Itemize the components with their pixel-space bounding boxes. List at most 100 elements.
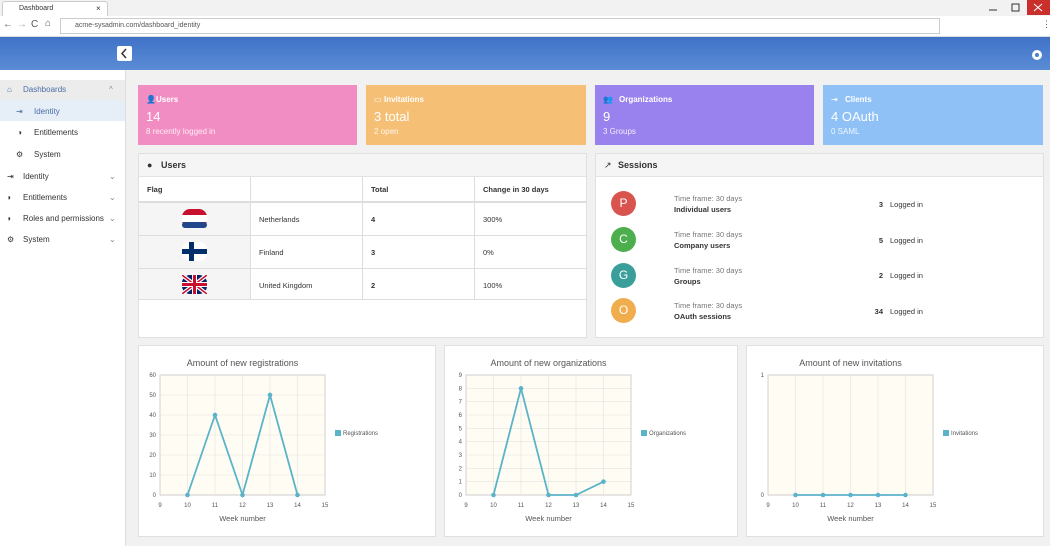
chevron: ⌄ bbox=[109, 193, 116, 202]
legend-swatch bbox=[641, 430, 647, 436]
country: Netherlands bbox=[259, 215, 300, 224]
sessions-panel: ↗ Sessions P Time frame: 30 days Individu… bbox=[595, 153, 1044, 338]
session-label: Individual users bbox=[674, 205, 732, 214]
x-tick-label: 11 bbox=[212, 503, 219, 509]
nav-item[interactable]: Roles and permissions bbox=[23, 214, 104, 223]
settings-icon[interactable] bbox=[1030, 48, 1044, 62]
stat-card[interactable]: ⇥ Clients 4 OAuth 0 SAML bbox=[823, 85, 1043, 145]
chart-title: Amount of new organizations bbox=[490, 358, 607, 368]
nav-icon: ⇥ bbox=[16, 107, 23, 116]
y-tick-label: 5 bbox=[459, 426, 463, 432]
chart-title: Amount of new invitations bbox=[799, 358, 902, 368]
card-value: 14 bbox=[146, 109, 161, 124]
card-icon: ▭ bbox=[374, 95, 382, 104]
back-icon: ← bbox=[3, 19, 13, 30]
column-divider bbox=[250, 177, 251, 299]
x-axis-label: Week number bbox=[525, 514, 572, 523]
flag-netherlands bbox=[182, 209, 207, 228]
column-divider bbox=[474, 177, 475, 299]
chart: Amount of new invitations 0 1 9 10 11 12 13 14 15… bbox=[761, 358, 978, 523]
y-tick-label: 60 bbox=[149, 373, 156, 379]
browser-tab[interactable]: Dashboard × bbox=[2, 1, 108, 17]
card-value: 9 bbox=[603, 109, 611, 124]
session-label: Groups bbox=[674, 277, 701, 286]
session-status: Logged in bbox=[890, 271, 923, 280]
sidebar-toggle[interactable] bbox=[117, 46, 132, 61]
row-divider bbox=[139, 299, 586, 300]
chart-panel: Amount of new invitations 0 1 9 10 11 12 13 14 15… bbox=[746, 345, 1044, 537]
x-tick-label: 15 bbox=[930, 503, 937, 509]
x-axis-label: Week number bbox=[219, 514, 266, 523]
graphic bbox=[182, 283, 207, 286]
chevron: ⌄ bbox=[109, 172, 116, 181]
graphic bbox=[120, 48, 127, 59]
stat-card[interactable]: ▭ Invitations 3 total 2 open bbox=[366, 85, 586, 145]
session-timeframe: Time frame: 30 days bbox=[674, 194, 743, 203]
country: Finland bbox=[259, 248, 284, 257]
nav-icon: ⚙ bbox=[7, 235, 15, 244]
y-tick-label: 8 bbox=[459, 386, 463, 392]
nav-item[interactable]: System bbox=[34, 150, 61, 159]
graphic bbox=[182, 222, 207, 228]
url-field[interactable]: acme-sysadmin.com/dashboard_identity bbox=[60, 18, 940, 34]
nav-item[interactable]: Identity bbox=[34, 107, 60, 116]
chevron: ⌄ bbox=[109, 235, 116, 244]
data-point bbox=[546, 492, 551, 498]
x-tick-label: 9 bbox=[766, 503, 770, 509]
x-tick-label: 12 bbox=[847, 503, 854, 509]
x-tick-label: 9 bbox=[158, 503, 162, 509]
country: United Kingdom bbox=[259, 281, 313, 290]
forward-icon: → bbox=[17, 19, 27, 30]
x-tick-label: 14 bbox=[902, 503, 909, 509]
nav-item[interactable]: System bbox=[23, 235, 50, 244]
tab-title: Dashboard bbox=[19, 5, 54, 12]
stat-card[interactable]: 👤 Users 14 8 recently logged in bbox=[138, 85, 357, 145]
card-icon: ⇥ bbox=[831, 95, 838, 104]
stat-card[interactable]: 👥 Organizations 9 3 Groups bbox=[595, 85, 814, 145]
y-tick-label: 6 bbox=[459, 413, 463, 419]
graphic bbox=[182, 249, 207, 254]
y-tick-label: 10 bbox=[149, 473, 156, 479]
nav-item[interactable]: Identity bbox=[23, 172, 49, 181]
y-tick-label: 7 bbox=[459, 400, 463, 406]
nav-icon: ⇥ bbox=[7, 172, 14, 181]
nav-item[interactable]: Entitlements bbox=[34, 128, 79, 137]
x-tick-label: 13 bbox=[875, 503, 882, 509]
session-timeframe: Time frame: 30 days bbox=[674, 301, 743, 310]
session-avatar: C bbox=[611, 227, 636, 252]
card-title: Clients bbox=[845, 95, 872, 104]
card-subtitle: 2 open bbox=[374, 127, 399, 136]
nav-item[interactable]: Dashboards bbox=[23, 85, 67, 94]
x-tick-label: 11 bbox=[518, 503, 525, 509]
sidebar: ⌂ Dashboards ^ ⇥ Identity ◗ Entitlements… bbox=[0, 70, 126, 546]
session-count: 2 bbox=[878, 271, 883, 280]
window-controls bbox=[989, 0, 1050, 15]
graphic bbox=[189, 242, 194, 261]
session-avatar: P bbox=[611, 191, 636, 216]
x-tick-label: 12 bbox=[239, 503, 246, 509]
y-tick-label: 20 bbox=[149, 453, 156, 459]
address-bar: ← → C ⌂ acme-sysadmin.com/dashboard_iden… bbox=[0, 16, 1050, 37]
data-point bbox=[518, 386, 524, 391]
nav-icon: ⌂ bbox=[7, 85, 12, 94]
data-point bbox=[212, 412, 218, 418]
x-tick-label: 11 bbox=[820, 503, 827, 509]
y-tick-label: 0 bbox=[761, 493, 765, 499]
card-subtitle: 8 recently logged in bbox=[146, 127, 216, 136]
panel-icon: ↗ bbox=[604, 160, 612, 170]
total: 3 bbox=[371, 248, 376, 257]
nav-icon: ◗ bbox=[7, 193, 12, 202]
y-tick-label: 1 bbox=[459, 480, 463, 486]
data-point bbox=[848, 492, 853, 498]
y-tick-label: 50 bbox=[149, 393, 156, 399]
chevron: ⌄ bbox=[109, 214, 116, 223]
y-tick-label: 4 bbox=[459, 440, 463, 446]
nav-item-active bbox=[0, 100, 125, 121]
legend-label: Organizations bbox=[649, 431, 686, 437]
y-tick-label: 40 bbox=[149, 413, 156, 419]
session-timeframe: Time frame: 30 days bbox=[674, 230, 743, 239]
nav-item[interactable]: Entitlements bbox=[23, 193, 68, 202]
data-point bbox=[267, 392, 273, 398]
